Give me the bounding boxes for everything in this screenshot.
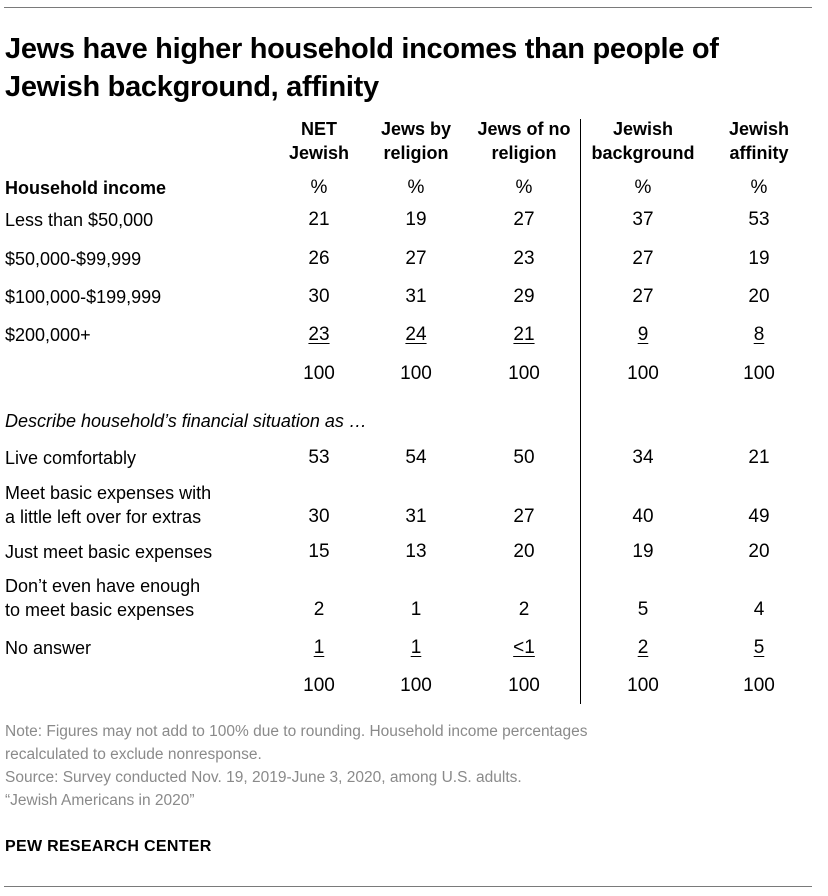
column-header-line2: religion	[491, 143, 557, 163]
table-cell: 2	[518, 599, 530, 620]
column-header: Jewish affinity	[700, 117, 818, 165]
row-label: Don’t even have enough	[5, 576, 201, 596]
table-cell: <1	[513, 637, 535, 658]
table-cell: 37	[632, 209, 654, 230]
table-cell: 24	[405, 324, 427, 345]
source-note: Source: Survey conducted Nov. 19, 2019-J…	[5, 769, 522, 786]
column-header-line2: Jewish	[288, 143, 350, 163]
row-label: Less than $50,000	[5, 210, 154, 230]
row-label: $50,000-$99,999	[5, 249, 142, 269]
row-label: Live comfortably	[5, 448, 137, 468]
row-label: No answer	[5, 638, 92, 658]
section-header: Describe household’s financial situation…	[5, 411, 367, 431]
column-header-line2: background	[591, 143, 695, 163]
table-cell: 27	[513, 209, 535, 230]
table-cell: 100	[627, 363, 659, 384]
column-divider	[580, 119, 581, 704]
table-cell: 50	[513, 447, 535, 468]
column-header-line1: Jewish	[728, 119, 790, 139]
table-cell: 27	[513, 506, 535, 527]
table-cell: 1	[410, 637, 422, 658]
table-cell: 27	[632, 248, 654, 269]
table-cell: 100	[400, 675, 432, 696]
table-cell: 53	[748, 209, 770, 230]
table-cell: 100	[743, 363, 775, 384]
row-label: Just meet basic expenses	[5, 542, 213, 562]
table-cell: %	[634, 177, 652, 198]
table-cell: 100	[400, 363, 432, 384]
table-cell: 30	[308, 506, 330, 527]
column-header-line1: Jews by	[380, 119, 452, 139]
table-cell: 26	[308, 248, 330, 269]
table-cell: 19	[748, 248, 770, 269]
table-cell: 13	[405, 541, 427, 562]
table-cell: 21	[308, 209, 330, 230]
table-cell: 19	[632, 541, 654, 562]
table-cell: 1	[410, 599, 422, 620]
table-cell: 20	[513, 541, 535, 562]
table-cell: 31	[405, 286, 427, 307]
bottom-rule	[4, 886, 812, 887]
column-header-line2: religion	[383, 143, 449, 163]
column-header: NET Jewish	[260, 117, 378, 165]
table-cell: 27	[405, 248, 427, 269]
table-cell: 2	[313, 599, 325, 620]
row-label: a little left over for extras	[5, 507, 202, 527]
table-cell: 20	[748, 541, 770, 562]
table-cell: 29	[513, 286, 535, 307]
table-cell: 40	[632, 506, 654, 527]
column-header: Jews of no religion	[465, 117, 583, 165]
row-label: to meet basic expenses	[5, 600, 195, 620]
table-cell: 53	[308, 447, 330, 468]
column-header: Jewish background	[584, 117, 702, 165]
table-cell: 21	[748, 447, 770, 468]
table-cell: 15	[308, 541, 330, 562]
table-cell: 2	[637, 637, 649, 658]
table-cell: 1	[313, 637, 325, 658]
table-cell: 100	[743, 675, 775, 696]
table-cell: 9	[637, 324, 649, 345]
row-label: $100,000-$199,999	[5, 287, 162, 307]
table-cell: 8	[753, 324, 765, 345]
top-rule	[4, 7, 812, 8]
table-cell: 27	[632, 286, 654, 307]
note-line-2: recalculated to exclude nonresponse.	[5, 746, 262, 763]
brand-logo-text: PEW RESEARCH CENTER	[5, 838, 212, 855]
table-cell: 23	[308, 324, 330, 345]
column-header: Jews by religion	[357, 117, 475, 165]
table-cell: 100	[627, 675, 659, 696]
column-header-line2: affinity	[729, 143, 789, 163]
table-cell: 31	[405, 506, 427, 527]
table-cell: 34	[632, 447, 654, 468]
row-label: $200,000+	[5, 325, 91, 345]
table-cell: 21	[513, 324, 535, 345]
column-header-line1: Jews of no	[477, 119, 571, 139]
column-header-line1: Jewish	[612, 119, 674, 139]
table-cell: 5	[637, 599, 649, 620]
section-header: Household income	[5, 178, 167, 198]
report-note: “Jewish Americans in 2020”	[5, 792, 195, 809]
table-cell: 54	[405, 447, 427, 468]
table-cell: 5	[753, 637, 765, 658]
table-cell: 100	[303, 675, 335, 696]
table-cell: 30	[308, 286, 330, 307]
note-line-1: Note: Figures may not add to 100% due to…	[5, 723, 588, 740]
table-cell: 23	[513, 248, 535, 269]
table-cell: 20	[748, 286, 770, 307]
table-cell: %	[310, 177, 328, 198]
table-cell: 100	[303, 363, 335, 384]
table-cell: %	[750, 177, 768, 198]
table-cell: 19	[405, 209, 427, 230]
table-cell: %	[407, 177, 425, 198]
row-label: Meet basic expenses with	[5, 483, 212, 503]
column-header-line1: NET	[301, 119, 337, 139]
table-cell: %	[515, 177, 533, 198]
table-cell: 49	[748, 506, 770, 527]
table-cell: 100	[508, 363, 540, 384]
chart-title: Jews have higher household incomes than …	[5, 33, 719, 103]
table-cell: 4	[753, 599, 765, 620]
table-cell: 100	[508, 675, 540, 696]
